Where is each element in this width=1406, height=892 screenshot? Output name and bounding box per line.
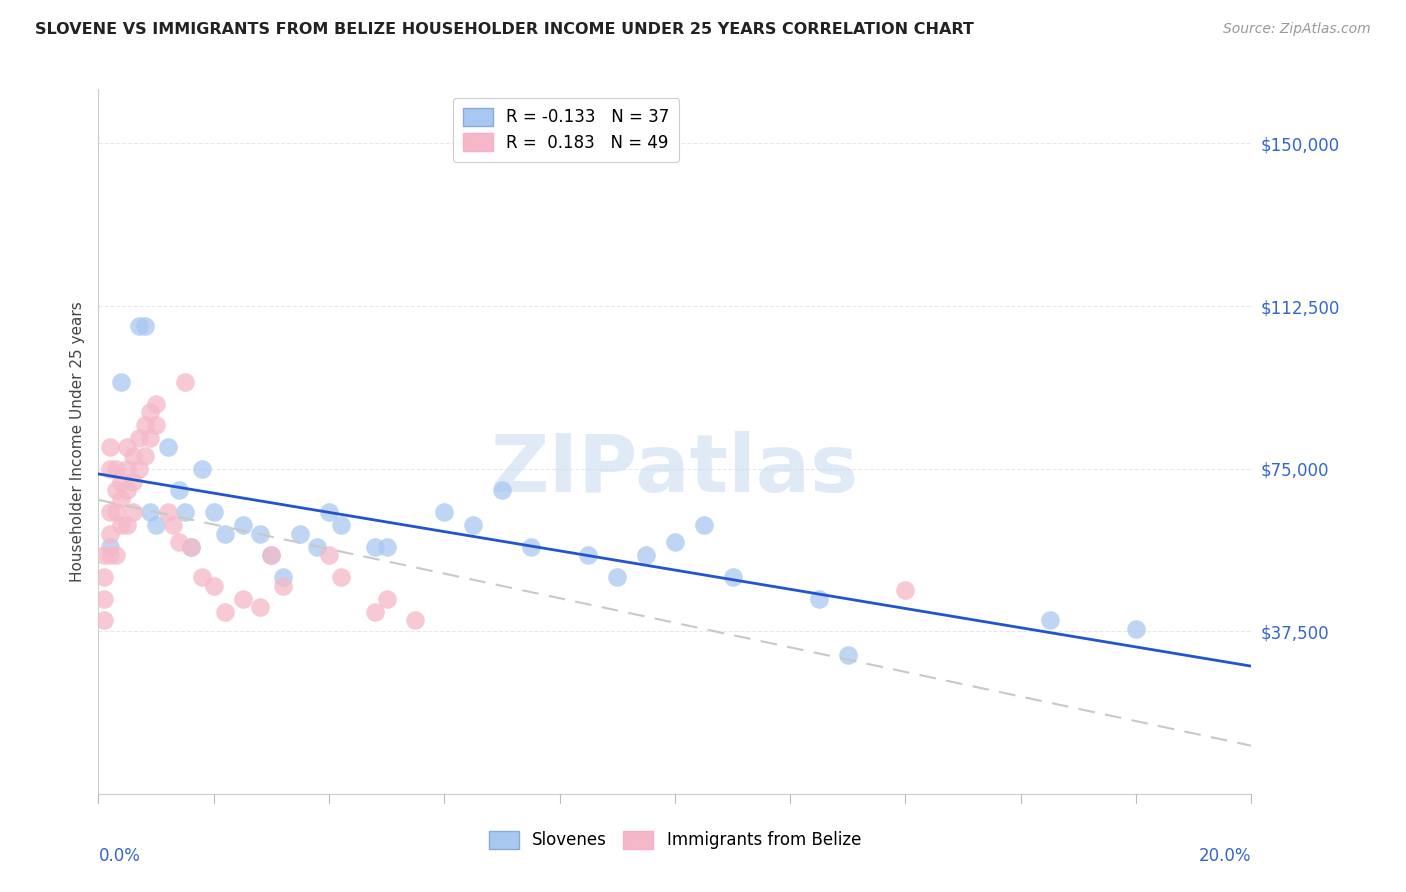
- Point: [249, 600, 271, 615]
- Point: [117, 518, 139, 533]
- Point: [122, 475, 145, 489]
- Point: [191, 461, 214, 475]
- Point: [606, 570, 628, 584]
- Point: [139, 505, 162, 519]
- Point: [364, 605, 387, 619]
- Point: [214, 526, 236, 541]
- Point: [329, 518, 352, 533]
- Point: [260, 549, 283, 563]
- Point: [214, 605, 236, 619]
- Point: [249, 526, 271, 541]
- Text: 0.0%: 0.0%: [98, 847, 141, 864]
- Point: [156, 505, 179, 519]
- Legend: Slovenes, Immigrants from Belize: Slovenes, Immigrants from Belize: [482, 824, 868, 856]
- Point: [1125, 622, 1147, 636]
- Point: [231, 518, 254, 533]
- Point: [134, 318, 156, 333]
- Point: [364, 540, 387, 554]
- Text: 20.0%: 20.0%: [1199, 847, 1251, 864]
- Point: [636, 549, 658, 563]
- Point: [93, 614, 115, 628]
- Point: [139, 405, 162, 419]
- Point: [329, 570, 352, 584]
- Point: [318, 549, 340, 563]
- Point: [174, 375, 197, 389]
- Point: [128, 318, 150, 333]
- Point: [307, 540, 329, 554]
- Point: [664, 535, 686, 549]
- Point: [117, 461, 139, 475]
- Point: [837, 648, 859, 662]
- Point: [808, 591, 831, 606]
- Point: [167, 483, 190, 498]
- Point: [93, 549, 115, 563]
- Point: [93, 591, 115, 606]
- Point: [110, 475, 132, 489]
- Point: [104, 461, 127, 475]
- Point: [375, 591, 398, 606]
- Text: SLOVENE VS IMMIGRANTS FROM BELIZE HOUSEHOLDER INCOME UNDER 25 YEARS CORRELATION : SLOVENE VS IMMIGRANTS FROM BELIZE HOUSEH…: [35, 22, 974, 37]
- Point: [98, 505, 121, 519]
- Text: Source: ZipAtlas.com: Source: ZipAtlas.com: [1223, 22, 1371, 37]
- Point: [231, 591, 254, 606]
- Point: [290, 526, 312, 541]
- Point: [721, 570, 744, 584]
- Point: [98, 549, 121, 563]
- Point: [128, 461, 150, 475]
- Point: [162, 518, 184, 533]
- Point: [520, 540, 543, 554]
- Text: ZIPatlas: ZIPatlas: [491, 431, 859, 508]
- Point: [318, 505, 340, 519]
- Point: [375, 540, 398, 554]
- Point: [693, 518, 716, 533]
- Point: [461, 518, 484, 533]
- Point: [578, 549, 600, 563]
- Point: [180, 540, 202, 554]
- Point: [110, 491, 132, 506]
- Point: [145, 518, 167, 533]
- Point: [145, 396, 167, 410]
- Point: [98, 440, 121, 454]
- Y-axis label: Householder Income Under 25 years: Householder Income Under 25 years: [69, 301, 84, 582]
- Point: [180, 540, 202, 554]
- Point: [117, 483, 139, 498]
- Point: [122, 505, 145, 519]
- Point: [167, 535, 190, 549]
- Point: [491, 483, 513, 498]
- Point: [202, 579, 225, 593]
- Point: [433, 505, 456, 519]
- Point: [405, 614, 427, 628]
- Point: [191, 570, 214, 584]
- Point: [110, 375, 132, 389]
- Point: [104, 483, 127, 498]
- Point: [104, 549, 127, 563]
- Point: [134, 449, 156, 463]
- Point: [110, 518, 132, 533]
- Point: [271, 570, 294, 584]
- Point: [134, 418, 156, 433]
- Point: [271, 579, 294, 593]
- Point: [122, 449, 145, 463]
- Point: [145, 418, 167, 433]
- Point: [202, 505, 225, 519]
- Point: [260, 549, 283, 563]
- Point: [117, 440, 139, 454]
- Point: [894, 583, 917, 598]
- Point: [128, 431, 150, 445]
- Point: [174, 505, 197, 519]
- Point: [104, 505, 127, 519]
- Point: [98, 540, 121, 554]
- Point: [93, 570, 115, 584]
- Point: [98, 526, 121, 541]
- Point: [139, 431, 162, 445]
- Point: [98, 461, 121, 475]
- Point: [156, 440, 179, 454]
- Point: [1039, 614, 1062, 628]
